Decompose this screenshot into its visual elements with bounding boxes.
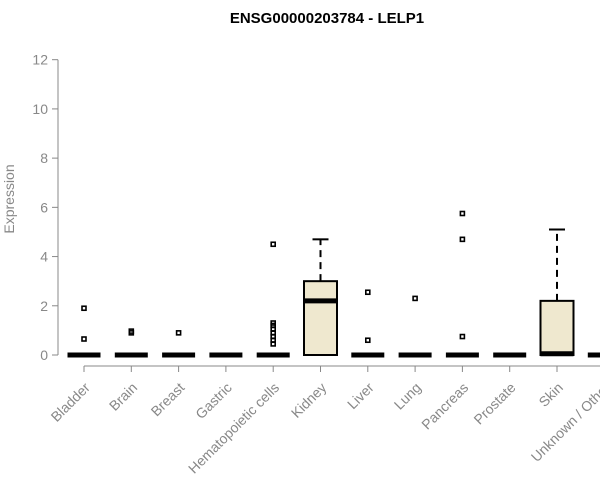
y-tick-label: 2: [40, 298, 48, 314]
x-tick-label-brain: Brain: [106, 379, 140, 413]
y-tick-label: 10: [32, 101, 48, 117]
outlier-point: [364, 289, 371, 296]
y-tick-label: 12: [32, 52, 48, 68]
box-iqr: [539, 299, 575, 356]
x-tick-label-kidney: Kidney: [288, 379, 330, 421]
plot-area: [67, 210, 600, 358]
x-tick-label-skin: Skin: [535, 379, 566, 410]
x-tick-label-bladder: Bladder: [48, 379, 94, 425]
box-skin: [539, 228, 575, 357]
y-tick-label: 0: [40, 347, 48, 363]
y-axis: 0 2 4 6 8 10 12: [32, 52, 59, 363]
outlier-point: [270, 320, 277, 326]
outlier-point: [128, 328, 135, 334]
outlier-point: [364, 337, 371, 344]
x-tick-label-breast: Breast: [148, 379, 188, 419]
outlier-point: [459, 210, 466, 217]
y-tick-label: 4: [40, 249, 48, 265]
box-brain: [114, 328, 148, 358]
outlier-point: [81, 336, 87, 342]
outlier-point: [270, 241, 277, 248]
chart-title: ENSG00000203784 - LELP1: [230, 10, 424, 27]
x-tick-label-prostate: Prostate: [470, 379, 518, 427]
y-tick-label: 8: [40, 150, 48, 166]
x-tick-label-lung: Lung: [391, 379, 424, 412]
box-lung: [398, 295, 432, 358]
y-axis-label: Expression: [1, 164, 17, 233]
x-tick-label-gastric: Gastric: [192, 379, 235, 422]
y-tick-label: 6: [40, 199, 48, 215]
x-tick-label-liver: Liver: [344, 379, 377, 412]
outlier-point: [412, 295, 418, 302]
box-unknown-other: [587, 352, 600, 358]
outlier-point: [175, 330, 182, 336]
outlier-point: [81, 305, 87, 312]
outlier-point: [459, 236, 466, 243]
box-pancreas: [445, 210, 479, 358]
box-breast: [162, 330, 196, 358]
outlier-point: [459, 333, 466, 340]
box-bladder: [67, 305, 101, 358]
box-hematopoietic-cells: [256, 241, 290, 358]
x-tick-label-pancreas: Pancreas: [418, 379, 471, 432]
x-tick-label-hematopoietic-cells: Hematopoietic cells: [185, 379, 282, 476]
box-iqr: [303, 280, 338, 356]
box-liver: [351, 289, 385, 358]
box-kidney: [303, 238, 338, 356]
